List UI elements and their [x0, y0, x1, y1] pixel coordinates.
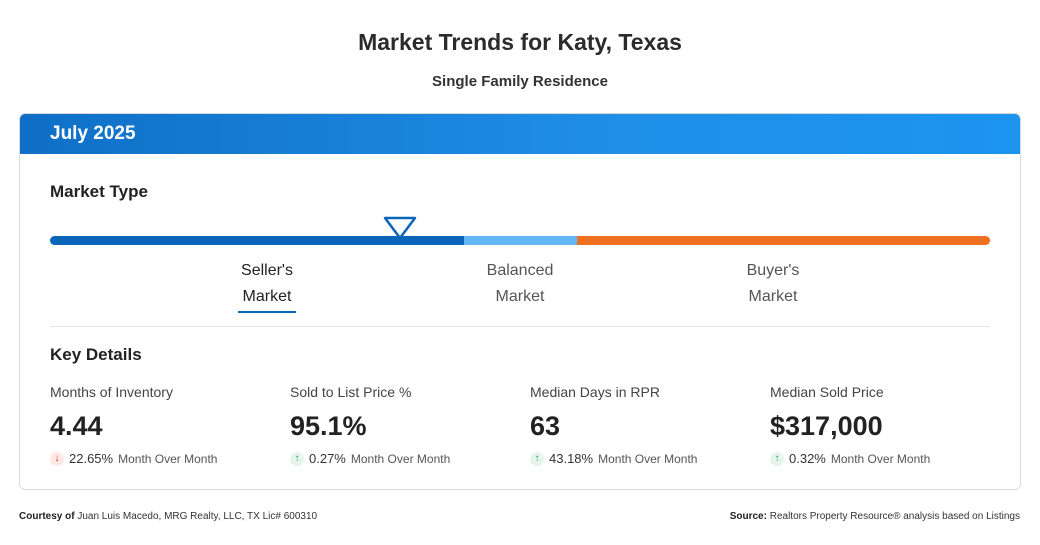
courtesy-text: Juan Luis Macedo, MRG Realty, LLC, TX Li… — [77, 511, 318, 522]
stat-sold-to-list-price: Sold to List Price % 95.1% ↑ 0.27% Month… — [290, 384, 520, 466]
stat-change: ↑ 43.18% Month Over Month — [530, 451, 760, 466]
arrow-up-icon: ↑ — [290, 451, 304, 466]
buyer-market-label-line2: Market — [748, 288, 798, 305]
seller-market-label: Seller's Market — [220, 258, 314, 313]
stat-change: ↑ 0.27% Month Over Month — [290, 451, 520, 466]
active-market-underline — [238, 311, 296, 313]
footer-courtesy: Courtesy of Juan Luis Macedo, MRG Realty… — [19, 511, 317, 522]
market-type-title: Market Type — [50, 182, 148, 201]
stat-change-period: Month Over Month — [830, 451, 931, 466]
stat-label: Median Days in RPR — [530, 384, 660, 400]
stat-label: Months of Inventory — [50, 384, 173, 400]
stat-change-percent: 0.27% — [309, 451, 346, 466]
stat-change-period: Month Over Month — [350, 451, 451, 466]
stat-change: ↑ 0.32% Month Over Month — [770, 451, 1000, 466]
stat-change-period: Month Over Month — [598, 451, 698, 466]
stat-value: 4.44 — [50, 411, 103, 441]
page-title: Market Trends for Katy, Texas — [358, 29, 682, 55]
section-divider — [50, 326, 990, 327]
stat-change: ↓ 22.65% Month Over Month — [50, 451, 280, 466]
stat-value: 95.1% — [290, 411, 367, 441]
balanced-market-label: Balanced Market — [473, 258, 567, 310]
balanced-market-label-line2: Market — [495, 288, 545, 305]
source-label: Source: — [729, 511, 767, 522]
stat-median-days-in-rpr: Median Days in RPR 63 ↑ 43.18% Month Ove… — [530, 384, 760, 466]
seller-market-label-line2: Market — [242, 288, 292, 305]
key-details-title: Key Details — [50, 345, 142, 364]
stat-median-sold-price: Median Sold Price $317,000 ↑ 0.32% Month… — [770, 384, 1000, 466]
balanced-market-label-line1: Balanced — [486, 262, 554, 279]
courtesy-label: Courtesy of — [19, 511, 75, 522]
arrow-down-icon: ↓ — [50, 451, 64, 466]
stat-change-percent: 22.65% — [69, 451, 114, 466]
balanced-market-bar-segment — [464, 236, 577, 245]
market-indicator-pointer-icon — [383, 216, 416, 240]
stat-value: 63 — [530, 411, 561, 441]
stat-label: Median Sold Price — [770, 384, 884, 400]
stat-value: $317,000 — [770, 411, 883, 441]
stat-change-period: Month Over Month — [118, 451, 218, 466]
market-trends-card: July 2025 Market Type Seller's Market Ba… — [19, 113, 1021, 490]
seller-market-bar-segment — [50, 236, 464, 245]
arrow-up-icon: ↑ — [770, 451, 784, 466]
seller-market-label-line1: Seller's — [241, 262, 293, 279]
footer-source: Source: Realtors Property Resource® anal… — [730, 511, 1020, 522]
stat-label: Sold to List Price % — [290, 384, 412, 400]
stat-change-percent: 0.32% — [789, 451, 826, 466]
buyer-market-label-line1: Buyer's — [746, 262, 800, 279]
source-text: Realtors Property Resource® analysis bas… — [769, 511, 1020, 522]
page-subtitle: Single Family Residence — [432, 73, 608, 90]
arrow-up-icon: ↑ — [530, 451, 544, 466]
buyer-market-bar-segment — [577, 236, 990, 245]
card-header-period: July 2025 — [20, 114, 1020, 154]
stat-change-percent: 43.18% — [549, 451, 594, 466]
stat-months-of-inventory: Months of Inventory 4.44 ↓ 22.65% Month … — [50, 384, 280, 466]
buyer-market-label: Buyer's Market — [726, 258, 820, 310]
